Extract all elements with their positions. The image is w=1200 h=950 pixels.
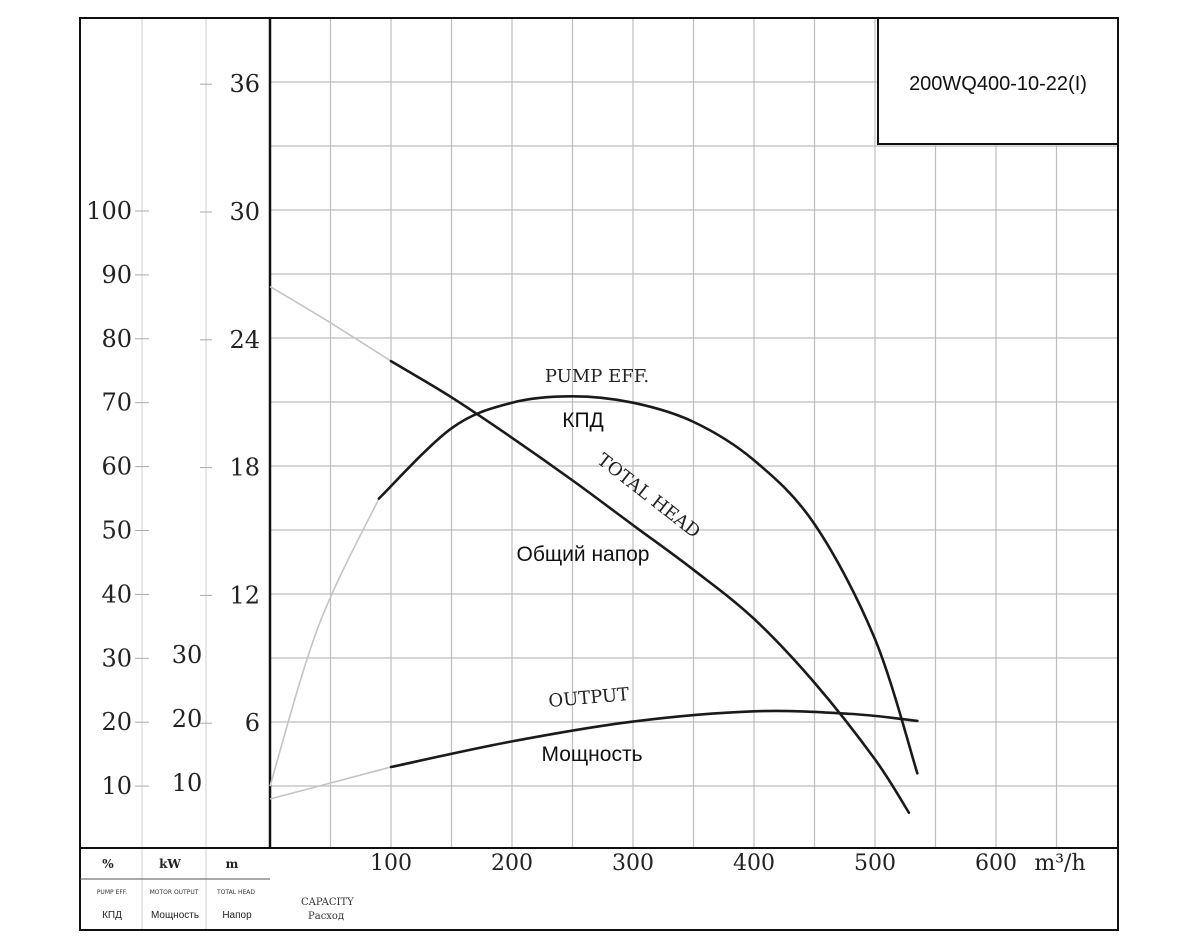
x-axis-unit: m³/h (1034, 851, 1085, 876)
chart-background (80, 18, 1118, 930)
efficiency-tick-label: 100 (86, 197, 132, 225)
capacity-tick-label: 600 (975, 851, 1017, 876)
capacity-tick-label: 400 (733, 851, 775, 876)
head-tick-label: 6 (245, 709, 260, 737)
power-tick-label: 30 (172, 641, 203, 669)
capacity-label: CAPACITY (301, 897, 354, 908)
outer-frame (79, 17, 1119, 931)
efficiency-tick-label: 20 (101, 708, 132, 736)
capacity-tick-label: 300 (612, 851, 654, 876)
power-axis: 10 20 30 (172, 641, 203, 797)
efficiency-tick-label: 60 (101, 453, 132, 481)
head-axis: 6 12 18 24 30 36 (200, 70, 260, 737)
model-label: 200WQ400-10-22(I) (909, 73, 1087, 95)
efficiency-tick-label: 10 (101, 772, 132, 800)
head-unit: m (226, 857, 239, 871)
head-axis-ru: Напор (222, 910, 252, 921)
efficiency-axis: 10 20 30 40 50 60 70 80 90 100 (86, 197, 149, 800)
eff-axis-ru: КПД (102, 910, 122, 921)
head-tick-label: 30 (229, 198, 260, 226)
power-axis-en: MOTOR OUTPUT (150, 889, 199, 896)
pump-eff-label-ru: КПД (562, 409, 604, 432)
power-tick-label: 10 (172, 769, 203, 797)
efficiency-tick-label: 70 (101, 389, 132, 417)
total-head-extrapolated-line (269, 285, 392, 362)
efficiency-tick-label: 40 (101, 580, 132, 608)
power-axis-ru: Мощность (151, 910, 199, 921)
head-tick-label: 36 (229, 70, 260, 98)
curves (269, 285, 919, 814)
head-tick-label: 18 (229, 454, 260, 482)
power-unit: kW (159, 857, 181, 871)
head-tick-label: 24 (229, 326, 260, 354)
capacity-label-ru: Расход (308, 911, 344, 922)
capacity-tick-label: 100 (370, 851, 412, 876)
efficiency-tick-label: 50 (101, 517, 132, 545)
capacity-tick-label: 500 (854, 851, 896, 876)
pump-eff-label: PUMP EFF. (545, 366, 649, 387)
output-extrapolated-line (269, 766, 392, 800)
efficiency-tick-label: 90 (101, 261, 132, 289)
total-head-label-ru: Общий напор (517, 543, 650, 566)
grid (141, 18, 1118, 930)
frame (79, 17, 1119, 931)
capacity-tick-label: 200 (491, 851, 533, 876)
head-tick-label: 12 (229, 581, 260, 609)
pump-eff-extrapolated-line (269, 498, 380, 787)
efficiency-tick-label: 80 (101, 325, 132, 353)
total-head-line (389, 359, 911, 814)
eff-axis-en: PUMP EFF. (97, 889, 127, 896)
model-box (877, 17, 1119, 145)
output-line (389, 709, 919, 769)
power-tick-label: 20 (172, 705, 203, 733)
eff-unit: % (102, 857, 114, 871)
capacity-axis: 100 200 300 400 500 600 (370, 851, 1017, 876)
head-axis-en: TOTAL HEAD (216, 889, 255, 896)
output-label-ru: Мощность (541, 743, 642, 766)
efficiency-tick-label: 30 (101, 644, 132, 672)
